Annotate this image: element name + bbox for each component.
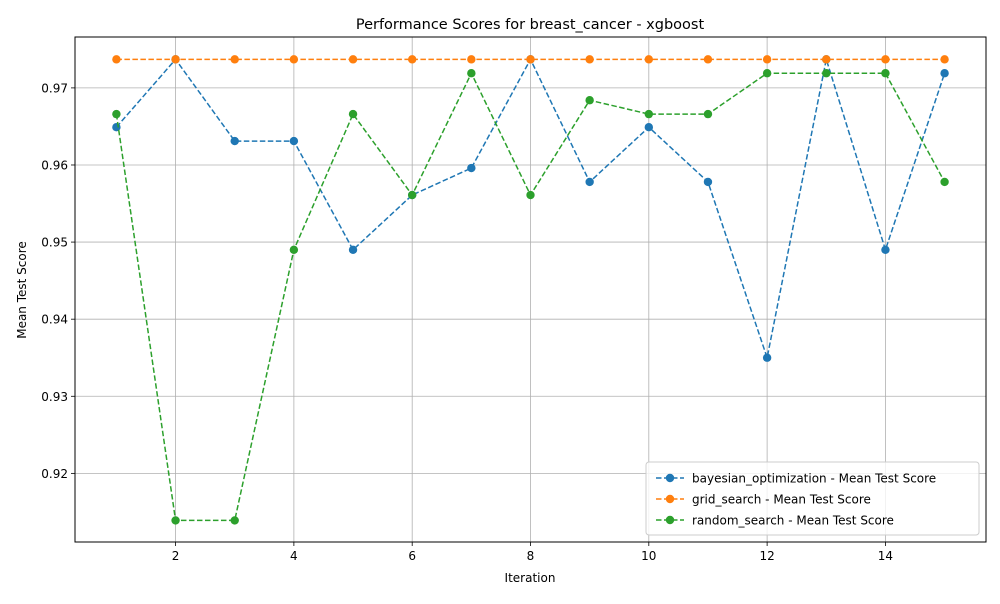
data-point — [881, 245, 890, 254]
data-point — [407, 55, 417, 64]
x-tick-label: 12 — [759, 549, 774, 563]
y-axis-ticks: 0.92 0.93 0.94 0.95 0.96 0.97 — [41, 81, 75, 481]
x-tick-label: 8 — [527, 549, 535, 563]
y-tick-label: 0.96 — [41, 158, 68, 172]
data-point — [703, 177, 713, 187]
data-point — [822, 69, 831, 78]
legend-marker — [665, 473, 675, 483]
data-point — [703, 109, 713, 119]
data-point — [940, 69, 949, 78]
data-point — [171, 516, 180, 525]
x-axis-ticks: 2 4 6 8 10 12 14 — [172, 542, 893, 563]
data-point — [644, 123, 654, 132]
x-tick-label: 4 — [290, 549, 298, 563]
data-point — [526, 190, 535, 200]
x-tick-label: 6 — [408, 549, 416, 563]
y-tick-label: 0.94 — [41, 313, 68, 327]
data-point — [881, 69, 890, 78]
data-point — [526, 55, 535, 64]
data-point — [467, 69, 476, 78]
legend-label: random_search - Mean Test Score — [692, 514, 894, 528]
data-point — [467, 55, 476, 64]
y-tick-label: 0.95 — [41, 236, 68, 250]
x-tick-label: 2 — [172, 549, 180, 563]
data-point — [881, 55, 890, 64]
legend-marker — [665, 494, 675, 504]
data-point — [289, 55, 299, 64]
y-tick-label: 0.92 — [41, 467, 68, 481]
data-point — [644, 109, 654, 119]
legend-box — [645, 461, 980, 536]
data-point — [230, 136, 239, 146]
legend: bayesian_optimization - Mean Test Score g… — [645, 461, 980, 536]
legend-label: bayesian_optimization - Mean Test Score — [692, 472, 936, 486]
legend-item: bayesian_optimization - Mean Test Score — [656, 472, 936, 486]
data-point — [940, 177, 949, 187]
data-point — [171, 55, 180, 64]
legend-label: grid_search - Mean Test Score — [692, 493, 871, 507]
x-tick-label: 10 — [641, 549, 656, 563]
data-point — [940, 55, 949, 64]
data-point — [112, 55, 121, 64]
legend-item: random_search - Mean Test Score — [656, 514, 894, 528]
data-point — [348, 55, 358, 64]
y-tick-label: 0.97 — [41, 81, 68, 95]
data-point — [407, 190, 417, 200]
chart-title: Performance Scores for breast_cancer - x… — [356, 17, 705, 33]
legend-item: grid_search - Mean Test Score — [656, 493, 871, 507]
y-axis-label: Mean Test Score — [15, 241, 29, 339]
data-point — [762, 69, 772, 78]
series-3 — [112, 69, 949, 525]
data-point — [230, 55, 239, 64]
data-point — [585, 55, 594, 64]
data-point — [112, 109, 121, 119]
data-point — [230, 516, 239, 525]
x-tick-label: 14 — [878, 549, 893, 563]
data-point — [585, 96, 594, 105]
data-point — [289, 245, 299, 254]
series-layer — [112, 55, 949, 525]
data-point — [348, 109, 358, 119]
data-point — [762, 353, 772, 362]
legend-marker — [665, 515, 675, 525]
grid-lines — [75, 37, 986, 542]
data-point — [348, 245, 358, 254]
series-2 — [112, 55, 949, 64]
data-point — [822, 55, 831, 64]
data-point — [289, 136, 299, 146]
data-point — [762, 55, 772, 64]
data-point — [585, 177, 594, 187]
data-point — [467, 163, 476, 173]
data-point — [703, 55, 713, 64]
x-axis-label: Iteration — [505, 571, 556, 585]
data-point — [644, 55, 654, 64]
y-tick-label: 0.93 — [41, 390, 68, 404]
